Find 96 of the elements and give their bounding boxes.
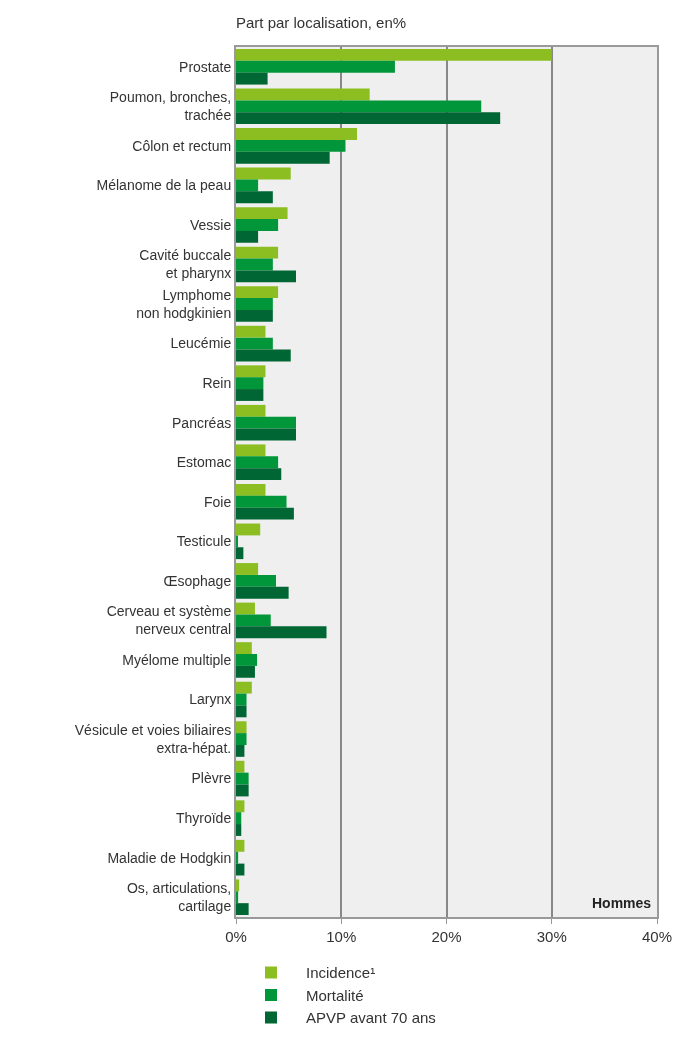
x-tick-label: 40% (641, 928, 673, 945)
bar (236, 642, 252, 655)
bar (236, 151, 330, 164)
y-tick-label: Vessie (189, 216, 232, 233)
bar (236, 219, 279, 231)
y-tick-label: Thyroïde (175, 810, 232, 827)
bar (236, 614, 271, 627)
bar (236, 851, 239, 864)
bar (236, 665, 255, 678)
bar (236, 705, 247, 718)
y-tick-label: Os, articulations, cartilage (126, 880, 232, 915)
y-tick-label: Larynx (189, 691, 232, 708)
bar (236, 903, 249, 916)
y-tick-label: Lymphome non hodgkinien (136, 286, 232, 322)
y-tick-label: Cerveau et système nerveux central (106, 603, 232, 638)
bar (236, 389, 264, 401)
bar (236, 547, 244, 560)
bar (236, 325, 266, 338)
bar (236, 60, 395, 73)
bar (236, 48, 552, 61)
y-tick-label: Prostate (179, 58, 232, 75)
y-tick-label: Mélanome de la peau (96, 177, 232, 194)
bar (236, 100, 482, 113)
bar (236, 879, 240, 892)
y-tick-label: Cavité buccale et pharynx (139, 247, 232, 282)
bar (236, 626, 327, 639)
bar (236, 207, 288, 220)
y-tick-label: Rein (202, 375, 232, 392)
bar (236, 298, 273, 310)
y-tick-label: Leucémie (170, 335, 232, 352)
bar (236, 760, 245, 773)
y-tick-label: Myélome multiple (122, 651, 232, 668)
legend-label: APVP avant 70 ans (306, 1009, 436, 1027)
bar (236, 495, 287, 508)
bar (236, 88, 370, 101)
bar (236, 602, 255, 615)
y-tick-label: Pancréas (172, 414, 232, 431)
y-tick-label: Plèvre (191, 770, 232, 787)
bar (236, 286, 279, 299)
bar (236, 784, 249, 797)
bar (236, 428, 296, 441)
bar (236, 563, 259, 575)
bar (236, 444, 266, 457)
bar (236, 365, 266, 378)
bar (236, 404, 266, 417)
bar (236, 586, 289, 599)
y-tick-label: Poumon, bronches, trachée (109, 89, 232, 124)
bar (236, 377, 264, 390)
bar (236, 812, 242, 825)
bar (236, 139, 346, 152)
bar (236, 416, 296, 429)
y-tick-label: Côlon et rectum (132, 137, 232, 154)
bar (236, 230, 259, 243)
y-tick-label: Œsophage (163, 572, 232, 589)
bar (236, 179, 259, 192)
bar (236, 839, 245, 852)
x-tick-label: 0% (225, 928, 247, 945)
bar (236, 483, 266, 496)
legend-label: Incidence¹ (306, 964, 376, 982)
bar (236, 654, 258, 666)
bar (236, 693, 247, 706)
bar (236, 468, 282, 481)
bar (236, 337, 273, 350)
bar (236, 772, 249, 785)
bar (236, 681, 252, 694)
bar (236, 800, 245, 813)
bar (236, 246, 279, 259)
bar (236, 891, 239, 904)
annotation: Hommes (592, 895, 652, 911)
chart-title: Part par localisation, en% (236, 14, 407, 31)
bar (236, 128, 358, 140)
bar (236, 309, 273, 322)
bar (236, 744, 245, 757)
bar (236, 456, 279, 469)
bar (236, 270, 296, 283)
x-tick-label: 20% (431, 928, 462, 945)
x-tick-label: 10% (326, 928, 357, 945)
y-tick-label: Estomac (176, 454, 232, 471)
bar (236, 167, 291, 180)
bar (236, 507, 294, 520)
x-tick-label: 30% (536, 928, 567, 945)
bar (236, 349, 291, 362)
bar (236, 523, 261, 536)
legend-label: Mortalité (306, 986, 364, 1004)
bar (236, 733, 247, 745)
y-tick-label: Testicule (176, 533, 232, 550)
bar (236, 574, 276, 587)
bar (236, 112, 501, 125)
y-tick-label: Vésicule et voies biliaires extra-hépat. (74, 721, 232, 757)
y-tick-label: Foie (203, 493, 232, 510)
bar (236, 824, 242, 836)
y-tick-label: Maladie de Hodgkin (107, 849, 232, 866)
bar (236, 721, 247, 734)
bar (236, 72, 268, 85)
bar (236, 191, 273, 204)
bar (236, 258, 273, 271)
